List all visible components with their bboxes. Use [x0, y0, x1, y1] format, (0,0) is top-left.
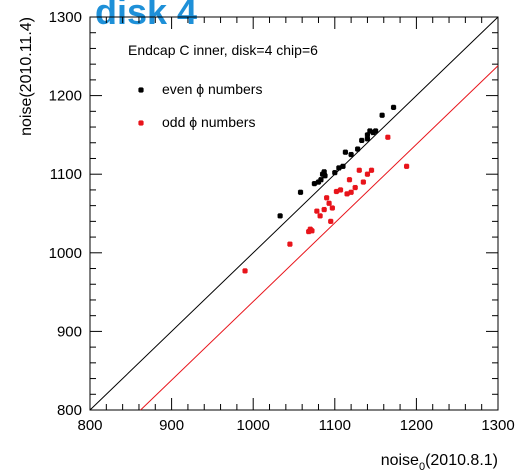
- data-point-odd: [327, 218, 334, 225]
- data-point-even: [348, 151, 354, 158]
- legend-label-odd: odd ϕ numbers: [162, 114, 255, 130]
- data-point-even: [342, 149, 349, 155]
- y-tick-label: 1300: [49, 9, 82, 26]
- data-point-odd: [403, 163, 410, 170]
- data-point-odd: [364, 171, 371, 177]
- x-tick-label: 800: [77, 417, 102, 434]
- data-point-odd: [314, 208, 320, 214]
- data-point-odd: [348, 189, 354, 196]
- legend-label-even: even ϕ numbers: [162, 81, 262, 97]
- y-tick-label: 1000: [49, 245, 82, 262]
- data-point-even: [379, 112, 385, 119]
- y-axis-title: noise(2010.11.4): [18, 17, 35, 136]
- data-point-even: [358, 137, 365, 144]
- x-tick-label: 1100: [319, 417, 351, 434]
- y-tick-label: 1200: [49, 88, 82, 105]
- data-point-odd: [309, 228, 315, 234]
- data-point-even: [390, 104, 397, 111]
- reference-line-1: [140, 65, 499, 411]
- data-point-even: [354, 146, 361, 152]
- x-axis-title-main: noise: [381, 452, 419, 469]
- data-point-odd: [242, 268, 248, 274]
- x-tick-label: 900: [159, 417, 184, 434]
- plot-frame: [89, 16, 499, 411]
- reference-lines: [89, 16, 499, 411]
- x-tick-label: 1300: [481, 417, 514, 434]
- header-fragment: disk 4: [95, 0, 197, 32]
- data-point-even: [372, 128, 379, 134]
- x-tick-label: 1000: [237, 417, 270, 434]
- y-tick-label: 1100: [50, 166, 82, 183]
- data-point-odd: [337, 187, 344, 193]
- data-point-odd: [385, 134, 391, 141]
- data-point-odd: [360, 179, 367, 185]
- data-point-odd: [323, 194, 330, 201]
- y-tick-label: 800: [57, 402, 82, 419]
- data-point-even: [322, 172, 328, 179]
- data-point-odd: [326, 200, 332, 207]
- legend-marker-even: [138, 87, 144, 93]
- axis-labels: 800 900 1000 1100 1200 1300 800 900 1000 1100 1200…: [18, 9, 515, 473]
- data-point-even: [364, 132, 371, 138]
- axis-ticks: [89, 16, 499, 411]
- data-point-even: [332, 169, 338, 176]
- data-point-odd: [352, 184, 358, 191]
- data-point-odd: [287, 241, 293, 247]
- data-point-even: [277, 213, 283, 219]
- data-point-odd: [329, 205, 336, 211]
- data-point-odd: [346, 176, 353, 183]
- data-point-even: [340, 163, 346, 170]
- data-points: [242, 104, 410, 274]
- data-point-odd: [356, 167, 363, 174]
- legend: Endcap C inner, disk=4 chip=6 even ϕ num…: [128, 42, 318, 130]
- x-axis-title: noise0(2010.8.1): [381, 452, 498, 473]
- x-axis-title-subscript: 0: [419, 461, 425, 473]
- legend-title: Endcap C inner, disk=4 chip=6: [128, 42, 318, 58]
- data-point-even: [318, 176, 324, 183]
- data-point-odd: [368, 167, 375, 174]
- x-tick-label: 1200: [400, 417, 433, 434]
- data-point-even: [297, 189, 304, 196]
- x-axis-title-suffix: (2010.8.1): [425, 452, 498, 469]
- y-tick-label: 900: [57, 323, 82, 340]
- data-point-odd: [321, 206, 327, 213]
- reference-line-0: [89, 16, 499, 411]
- data-point-odd: [317, 213, 323, 219]
- legend-marker-odd: [138, 120, 144, 126]
